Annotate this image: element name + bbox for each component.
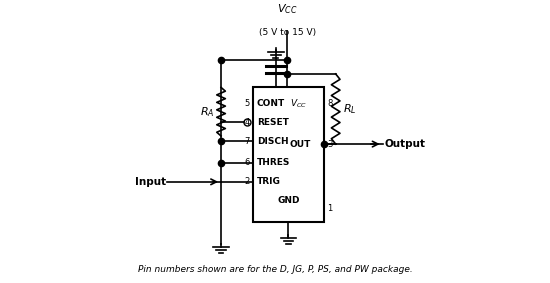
Text: $R_L$: $R_L$ [343,102,357,116]
Text: Pin numbers shown are for the D, JG, P, PS, and PW package.: Pin numbers shown are for the D, JG, P, … [138,265,412,274]
Text: 7: 7 [245,137,250,146]
Bar [254,87,323,222]
Text: THRES: THRES [257,158,290,168]
Text: 1: 1 [327,204,332,213]
Text: Input: Input [135,177,166,187]
Text: (5 V to 15 V): (5 V to 15 V) [258,28,316,37]
Text: OUT: OUT [290,140,311,149]
Text: 3: 3 [327,140,332,149]
Text: $V_{CC}$: $V_{CC}$ [290,97,307,110]
Text: Output: Output [384,139,425,149]
Text: $V_{CC}$: $V_{CC}$ [277,2,298,16]
Text: 6: 6 [245,158,250,168]
Text: 5: 5 [245,99,250,108]
Text: 8: 8 [327,99,332,108]
Text: 2: 2 [245,177,250,186]
Text: RESET: RESET [257,118,289,127]
Text: CONT: CONT [257,99,285,108]
Text: DISCH: DISCH [257,137,288,146]
Text: 4: 4 [245,118,250,127]
Text: $R_A$: $R_A$ [200,105,215,119]
Text: GND: GND [277,196,300,205]
Text: TRIG: TRIG [257,177,280,186]
